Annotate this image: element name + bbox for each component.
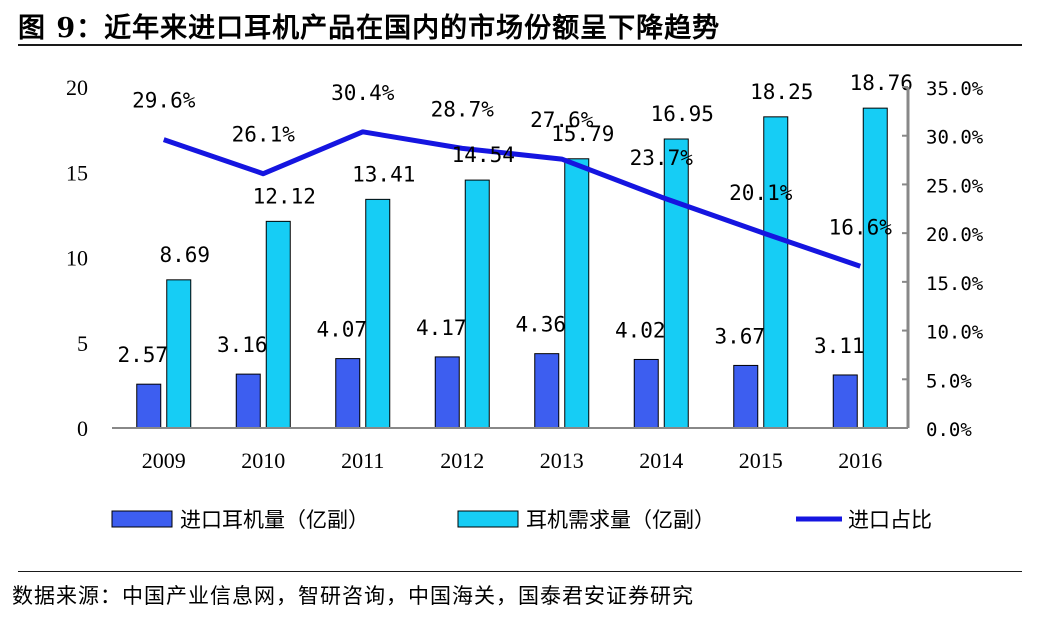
y-right-tick-15.0%: 15.0% (926, 273, 984, 295)
x-tick-2013: 2013 (540, 448, 584, 473)
bar-import-volume-2010 (235, 373, 261, 429)
label-import-share-2015: 20.1% (729, 181, 793, 205)
label-import-share-2010: 26.1% (232, 123, 296, 147)
bar-demand-2009 (166, 279, 192, 429)
label-demand-2012: 14.54 (452, 143, 515, 167)
x-tick-2009: 2009 (142, 448, 186, 473)
x-tick-2011: 2011 (341, 448, 384, 473)
bar-import-volume-2015 (733, 364, 759, 429)
x-tick-2015: 2015 (739, 448, 783, 473)
line-import-share (162, 129, 862, 269)
label-import-volume-2014: 4.02 (615, 318, 666, 342)
label-demand-2013: 15.79 (551, 122, 614, 146)
label-import-volume-2010: 3.16 (217, 333, 268, 357)
bar-demand-2012 (464, 179, 490, 429)
label-demand-2014: 16.95 (651, 102, 714, 126)
label-demand-2011: 13.41 (352, 162, 415, 186)
label-demand-2010: 12.12 (253, 184, 316, 208)
legend-swatch-0 (111, 510, 173, 528)
legend-label-0: 进口耳机量（亿副） (180, 508, 369, 532)
axes-layer: 2009 2010 2011 2012 2013 2014 2015 2016 0 5 10 15 20… (66, 75, 984, 473)
bar-import-volume-2011 (335, 358, 361, 429)
y-left-tick-10: 10 (66, 246, 88, 271)
bar-demand-2014 (663, 138, 689, 429)
x-tick-2014: 2014 (639, 448, 683, 473)
label-import-volume-2016: 3.11 (814, 334, 865, 358)
bar-demand-2013 (564, 158, 590, 429)
legend-label-1: 耳机需求量（亿副） (526, 508, 715, 532)
source-rule (18, 571, 1022, 572)
y-left-tick-5: 5 (77, 331, 88, 356)
label-import-volume-2011: 4.07 (316, 318, 367, 342)
bar-import-volume-2014 (633, 358, 659, 429)
label-import-share-2016: 16.6% (829, 215, 893, 239)
bars-layer (136, 107, 888, 429)
label-import-volume-2015: 3.67 (714, 324, 765, 348)
x-tick-2010: 2010 (241, 448, 285, 473)
y-right-tick-0.0%: 0.0% (926, 419, 972, 441)
legend-swatch-1 (457, 510, 519, 528)
bar-import-volume-2013 (534, 353, 560, 429)
y-left-tick-0: 0 (77, 416, 88, 441)
label-import-volume-2013: 4.36 (515, 313, 566, 337)
y-right-tick-30.0%: 30.0% (926, 127, 984, 149)
label-import-share-2012: 28.7% (431, 97, 495, 121)
x-tick-2016: 2016 (838, 448, 882, 473)
bar-import-volume-2016 (832, 374, 858, 429)
legend-label-2: 进口占比 (848, 508, 932, 532)
label-demand-2009: 8.69 (159, 243, 210, 267)
title-rule (18, 44, 1022, 46)
label-import-volume-2012: 4.17 (416, 316, 467, 340)
y-right-tick-20.0%: 20.0% (926, 224, 984, 246)
y-right-tick-10.0%: 10.0% (926, 322, 984, 344)
bar-demand-2011 (365, 198, 391, 429)
label-import-volume-2009: 2.57 (117, 343, 168, 367)
line-layer (162, 129, 862, 269)
label-import-share-2009: 29.6% (132, 89, 196, 113)
bar-demand-2016 (862, 107, 888, 429)
bar-demand-2010 (265, 220, 291, 429)
label-import-share-2013: 27.6% (530, 108, 594, 132)
label-import-share-2011: 30.4% (331, 81, 395, 105)
label-demand-2015: 18.25 (750, 80, 813, 104)
data-labels-layer: 2.57 8.69 29.6% 3.16 12.12 26.1% 4.07 13.41 30.4… (117, 71, 912, 367)
y-right-tick-5.0%: 5.0% (926, 370, 972, 392)
legend: 进口耳机量（亿副） 耳机需求量（亿副） 进口占比 (111, 508, 932, 532)
y-left-tick-20: 20 (66, 75, 88, 100)
bar-demand-2015 (763, 116, 789, 429)
y-right-tick-25.0%: 25.0% (926, 175, 984, 197)
label-demand-2016: 18.76 (850, 71, 913, 95)
figure-title: 图 9：近年来进口耳机产品在国内的市场份额呈下降趋势 (18, 13, 721, 44)
bar-import-volume-2012 (434, 356, 460, 429)
y-right-tick-35.0%: 35.0% (926, 78, 984, 100)
source-note: 数据来源：中国产业信息网，智研咨询，中国海关，国泰君安证券研究 (12, 584, 694, 608)
label-import-share-2014: 23.7% (630, 146, 694, 170)
x-tick-2012: 2012 (440, 448, 484, 473)
y-left-tick-15: 15 (66, 160, 88, 185)
bar-import-volume-2009 (136, 383, 162, 429)
